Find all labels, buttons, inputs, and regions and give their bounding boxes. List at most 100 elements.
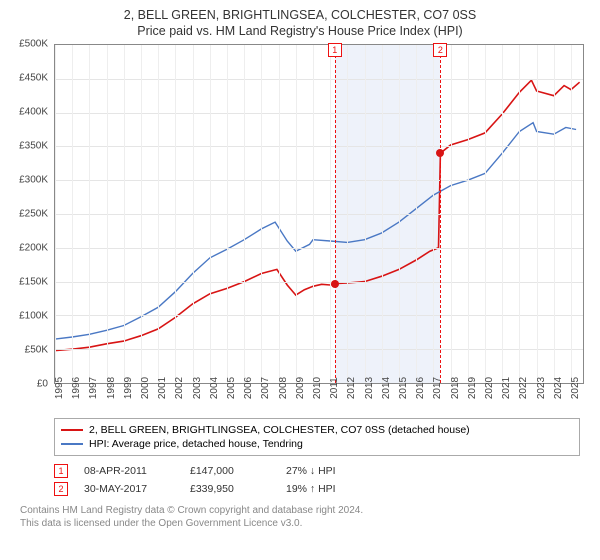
event-hpi-diff: 19% ↑ HPI [286, 483, 366, 495]
chart-area: £0£50K£100K£150K£200K£250K£300K£350K£400… [10, 44, 590, 414]
series-property [55, 80, 580, 350]
vgrid-line [296, 45, 297, 383]
x-tick-label: 1997 [88, 377, 99, 399]
x-tick-label: 1998 [106, 377, 117, 399]
x-tick-label: 1999 [123, 377, 134, 399]
vgrid-line [175, 45, 176, 383]
marker-dot-1 [331, 280, 339, 288]
x-tick-label: 2017 [432, 377, 443, 399]
x-tick-label: 2023 [536, 377, 547, 399]
y-tick-label: £300K [19, 175, 48, 186]
vgrid-line [89, 45, 90, 383]
vgrid-line [193, 45, 194, 383]
vgrid-line [55, 45, 56, 383]
marker-line-2 [440, 45, 441, 383]
y-tick-label: £0 [37, 379, 48, 390]
hgrid-line [55, 315, 583, 316]
vgrid-line [227, 45, 228, 383]
x-tick-label: 2008 [278, 377, 289, 399]
vgrid-line [158, 45, 159, 383]
vgrid-line [537, 45, 538, 383]
y-tick-label: £400K [19, 107, 48, 118]
hgrid-line [55, 180, 583, 181]
hgrid-line [55, 146, 583, 147]
y-tick-label: £450K [19, 73, 48, 84]
title-subtitle: Price paid vs. HM Land Registry's House … [10, 24, 590, 38]
legend-row: HPI: Average price, detached house, Tend… [61, 437, 573, 451]
title-address: 2, BELL GREEN, BRIGHTLINGSEA, COLCHESTER… [10, 8, 590, 22]
legend-label: 2, BELL GREEN, BRIGHTLINGSEA, COLCHESTER… [89, 424, 470, 436]
x-tick-label: 2006 [243, 377, 254, 399]
x-tick-label: 2020 [484, 377, 495, 399]
legend-label: HPI: Average price, detached house, Tend… [89, 438, 303, 450]
x-tick-label: 2000 [140, 377, 151, 399]
event-price: £147,000 [190, 465, 270, 477]
vgrid-line [382, 45, 383, 383]
x-tick-label: 2005 [226, 377, 237, 399]
x-tick-label: 2001 [157, 377, 168, 399]
legend-row: 2, BELL GREEN, BRIGHTLINGSEA, COLCHESTER… [61, 423, 573, 437]
y-tick-label: £200K [19, 243, 48, 254]
vgrid-line [313, 45, 314, 383]
vgrid-line [554, 45, 555, 383]
vgrid-line [571, 45, 572, 383]
event-row: 108-APR-2011£147,00027% ↓ HPI [54, 462, 580, 480]
hgrid-line [55, 79, 583, 80]
x-tick-label: 2013 [364, 377, 375, 399]
x-tick-label: 2010 [312, 377, 323, 399]
vgrid-line [365, 45, 366, 383]
x-tick-label: 1995 [54, 377, 65, 399]
event-price: £339,950 [190, 483, 270, 495]
hgrid-line [55, 113, 583, 114]
footer-attribution: Contains HM Land Registry data © Crown c… [20, 504, 580, 530]
title-block: 2, BELL GREEN, BRIGHTLINGSEA, COLCHESTER… [10, 8, 590, 38]
x-tick-label: 2014 [381, 377, 392, 399]
chart-container: 2, BELL GREEN, BRIGHTLINGSEA, COLCHESTER… [0, 0, 600, 560]
x-tick-label: 2002 [174, 377, 185, 399]
vgrid-line [485, 45, 486, 383]
y-tick-label: £350K [19, 141, 48, 152]
x-tick-label: 2022 [518, 377, 529, 399]
vgrid-line [279, 45, 280, 383]
vgrid-line [519, 45, 520, 383]
vgrid-line [502, 45, 503, 383]
vgrid-line [347, 45, 348, 383]
marker-dot-2 [436, 149, 444, 157]
x-tick-label: 2025 [570, 377, 581, 399]
hgrid-line [55, 282, 583, 283]
series-hpi [55, 123, 576, 339]
event-row: 2 30-MAY-2017 £339,950 19% ↑ HPI [54, 480, 580, 498]
marker-box-1: 1 [328, 43, 342, 57]
vgrid-line [107, 45, 108, 383]
x-tick-label: 1996 [71, 377, 82, 399]
x-tick-label: 2004 [209, 377, 220, 399]
legend-swatch [61, 443, 83, 445]
vgrid-line [141, 45, 142, 383]
plot-area: 12 [54, 44, 584, 384]
x-axis: 1995199619971998199920002001200220032004… [54, 384, 584, 414]
y-tick-label: £500K [19, 39, 48, 50]
vgrid-line [210, 45, 211, 383]
event-marker-num: 2 [54, 482, 68, 496]
events-table: 108-APR-2011£147,00027% ↓ HPI230-MAY-201… [54, 462, 580, 498]
y-tick-label: £50K [25, 345, 48, 356]
x-tick-label: 2015 [398, 377, 409, 399]
x-tick-label: 2018 [450, 377, 461, 399]
vgrid-line [399, 45, 400, 383]
y-axis: £0£50K£100K£150K£200K£250K£300K£350K£400… [10, 44, 52, 384]
vgrid-line [124, 45, 125, 383]
y-tick-label: £250K [19, 209, 48, 220]
event-hpi-diff: 27% ↓ HPI [286, 465, 366, 477]
x-tick-label: 2024 [553, 377, 564, 399]
x-tick-label: 2011 [329, 377, 340, 399]
event-date: 30-MAY-2017 [84, 483, 174, 495]
hgrid-line [55, 214, 583, 215]
hgrid-line [55, 349, 583, 350]
hgrid-line [55, 248, 583, 249]
vgrid-line [261, 45, 262, 383]
vgrid-line [433, 45, 434, 383]
vgrid-line [468, 45, 469, 383]
vgrid-line [451, 45, 452, 383]
footer-line2: This data is licensed under the Open Gov… [20, 517, 580, 530]
marker-box-2: 2 [433, 43, 447, 57]
